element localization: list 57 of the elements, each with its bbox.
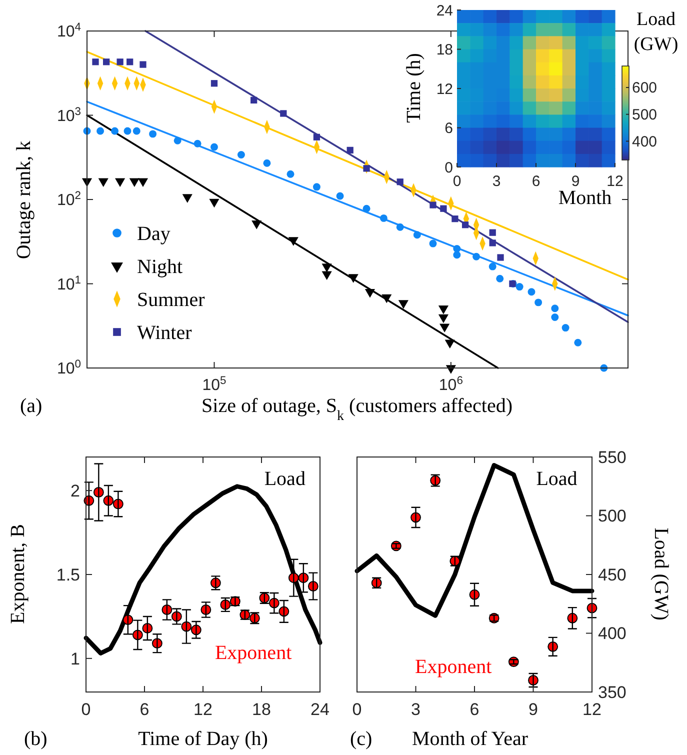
x-axis-title: Size of outage, S$_{k}$ (customers affected) xyxy=(202,395,512,424)
x-tick-label: 9 xyxy=(571,173,580,190)
x-tick-label: 3 xyxy=(492,173,501,190)
color-bar-label: 400 xyxy=(632,133,658,150)
series-label: Exponent xyxy=(415,656,492,678)
x-tick-label: 6 xyxy=(470,700,480,719)
y-tick-label: 10$^{4}$ xyxy=(56,22,81,41)
y-axis-title: Outage rank, k xyxy=(13,140,35,260)
x-tick-label: 18 xyxy=(252,700,271,719)
series-label: Load xyxy=(264,468,306,490)
x-tick-label: 10$^{6}$ xyxy=(438,375,463,394)
y-tick-label: 10$^{1}$ xyxy=(56,274,81,294)
color-bar-label: 600 xyxy=(632,80,658,97)
y-tick-label: 2 xyxy=(70,482,80,501)
y-tick-label: 12 xyxy=(436,80,453,98)
color-bar-title: Load (GW) xyxy=(634,9,678,55)
y-tick-label: 18 xyxy=(436,42,453,58)
color-bar-label: 500 xyxy=(632,106,658,124)
y-tick-label: 6 xyxy=(444,120,453,137)
legend-label: Winter xyxy=(137,322,192,344)
y-tick-label: 0 xyxy=(444,159,453,176)
text: (a) xyxy=(20,395,42,417)
y-axis-title: Exponent, B xyxy=(7,524,29,624)
y2-tick-label: 500 xyxy=(598,506,626,526)
text: (b) xyxy=(24,728,48,750)
y-tick-label: 24 xyxy=(436,2,453,20)
x-tick-label: 6 xyxy=(532,173,540,190)
text: (c) xyxy=(350,728,372,750)
y-axis-title: Time (h) xyxy=(403,53,425,123)
x-axis-title: Time of Day (h) xyxy=(138,728,268,750)
y-tick-label: 10$^{2}$ xyxy=(56,190,81,210)
x-axis-title: Month xyxy=(558,187,612,209)
x-tick-label: 0 xyxy=(352,700,362,719)
series-label: Load xyxy=(536,468,578,490)
y-tick-label: 1.5 xyxy=(56,565,80,584)
y2-tick-label: 400 xyxy=(598,624,626,644)
y2-axis-title: Load (GW) xyxy=(650,528,672,620)
legend-label: Night xyxy=(137,256,183,278)
line-series xyxy=(354,462,594,618)
y2-tick-label: 550 xyxy=(598,448,626,467)
x-tick-label: 12 xyxy=(194,700,212,719)
x-tick-label: 12 xyxy=(606,173,624,190)
legend-label: Summer xyxy=(137,289,206,311)
x-tick-label: 12 xyxy=(582,700,602,719)
x-tick-label: 24 xyxy=(310,700,330,719)
y-tick-label: 10$^{3}$ xyxy=(56,106,81,125)
x-tick-label: 10$^{5}$ xyxy=(202,375,226,394)
series-label: Exponent xyxy=(214,642,292,664)
y-tick-label: 10$^{0}$ xyxy=(56,358,81,378)
x-axis-title: Month of Year xyxy=(412,728,528,750)
legend-label: Day xyxy=(137,223,170,245)
x-tick-label: 6 xyxy=(140,700,150,719)
y2-tick-label: 350 xyxy=(598,682,626,702)
x-tick-label: 3 xyxy=(411,700,420,719)
y2-tick-label: 450 xyxy=(598,565,626,584)
x-tick-label: 9 xyxy=(528,700,538,719)
y-tick-label: 1 xyxy=(70,649,80,668)
